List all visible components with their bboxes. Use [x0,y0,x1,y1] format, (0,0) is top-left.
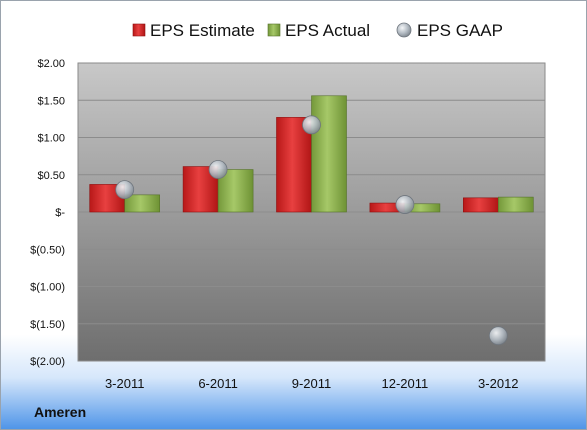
y-tick-label: $1.50 [37,95,65,107]
x-tick-label: 3-2012 [478,376,518,391]
marker-eps-gaap [115,180,135,200]
bar-eps-actual [124,194,160,213]
legend-label-actual: EPS Actual [285,21,370,40]
y-tick-label: $0.50 [37,170,65,182]
gridlines [78,99,545,325]
y-tick-label: $(1.50) [30,319,65,331]
legend-swatch-estimate [132,23,146,37]
x-tick-label: 3-2011 [105,376,145,391]
marker-eps-gaap [395,195,415,214]
y-tick-label: $(1.00) [30,282,65,294]
x-tick-label: 12-2011 [382,376,429,391]
bar-eps-estimate [462,197,499,213]
legend-swatch-actual [267,23,281,37]
legend-label-gaap: EPS GAAP [417,21,503,40]
x-tick-label: 6-2011 [198,376,238,391]
y-tick-label: $2.00 [37,58,65,70]
company-name: Ameren [34,404,87,420]
y-tick-label: $- [55,207,65,219]
y-tick-label: $1.00 [37,133,65,145]
y-tick-label: $(0.50) [30,244,65,256]
y-axis: $2.00 $1.50 $1.00 $0.50 $- $(0.50) $(1.00) $(1.… [30,58,65,368]
bar-eps-estimate [276,117,312,213]
marker-eps-gaap [208,160,228,179]
marker-eps-gaap [302,115,321,135]
gaap-markers [115,115,508,346]
x-axis: 3-2011 6-2011 9-2011 12-2011 3-2012 [105,376,519,391]
bar-eps-actual [311,95,347,213]
legend: EPS Estimate EPS Actual EPS GAAP [132,21,503,40]
y-tick-label: $(2.00) [30,356,65,368]
legend-label-estimate: EPS Estimate [150,21,255,40]
bar-eps-actual [497,196,534,213]
legend-swatch-gaap [396,22,412,38]
marker-eps-gaap [488,326,508,346]
x-tick-label: 9-2011 [292,376,332,391]
